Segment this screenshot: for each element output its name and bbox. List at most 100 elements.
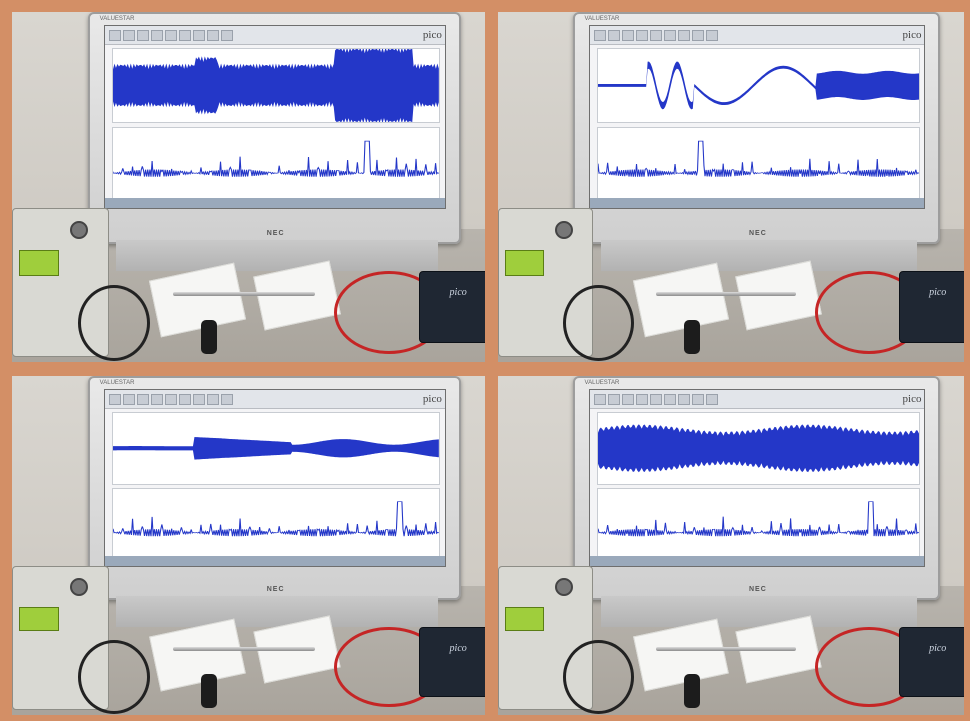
oscilloscope-logo: pico: [450, 643, 467, 654]
toolbar-button[interactable]: [678, 30, 690, 41]
spectrum-plot: [112, 127, 440, 202]
waveform-trace: [113, 413, 439, 484]
monitor-brand: NEC: [267, 230, 285, 237]
screen: pico: [104, 389, 445, 567]
toolbar-button[interactable]: [650, 30, 662, 41]
taskbar: [590, 198, 924, 208]
microphone-probe: [201, 320, 217, 354]
waveform-plot: [597, 48, 920, 123]
toolbar-button[interactable]: [678, 394, 690, 405]
monitor-stand: [601, 240, 918, 272]
screen: pico: [104, 25, 445, 209]
toolbar-button[interactable]: [622, 394, 634, 405]
toolbar-button[interactable]: [137, 394, 149, 405]
monitor-brand: NEC: [267, 586, 285, 593]
waveform-trace: [598, 49, 919, 122]
toolbar-button[interactable]: [636, 30, 648, 41]
monitor-model-label: VALUESTAR: [100, 380, 135, 386]
usb-oscilloscope: pico: [419, 271, 485, 343]
generator-knob: [555, 578, 573, 596]
toolbar-button[interactable]: [664, 30, 676, 41]
microphone-probe: [684, 674, 700, 708]
toolbar-button[interactable]: [594, 30, 606, 41]
spectrum-plot: [112, 488, 440, 561]
toolbar-button[interactable]: [207, 394, 219, 405]
toolbar-button[interactable]: [207, 30, 219, 41]
toolbar-button[interactable]: [636, 394, 648, 405]
software-logo: pico: [903, 393, 922, 405]
waveform-plot: [112, 412, 440, 485]
monitor: VALUESTAR pico NEC: [88, 12, 461, 244]
spectrum-trace: [598, 489, 919, 560]
software-logo: pico: [903, 29, 922, 41]
microphone-probe: [201, 674, 217, 708]
toolbar-button[interactable]: [193, 394, 205, 405]
toolbar-button[interactable]: [123, 30, 135, 41]
photo-bottom-right: VALUESTAR pico NEC: [498, 376, 964, 715]
toolbar-button[interactable]: [137, 30, 149, 41]
toolbar: pico: [590, 390, 924, 409]
toolbar-button[interactable]: [179, 394, 191, 405]
oscilloscope-logo: pico: [929, 643, 946, 654]
usb-oscilloscope: pico: [899, 627, 964, 697]
toolbar-button[interactable]: [109, 394, 121, 405]
screen: pico: [589, 389, 925, 567]
taskbar: [105, 198, 444, 208]
monitor-model-label: VALUESTAR: [585, 16, 620, 22]
microphone-probe: [684, 320, 700, 354]
toolbar-button[interactable]: [706, 394, 718, 405]
waveform-plot: [112, 48, 440, 123]
black-cable: [563, 285, 634, 361]
toolbar-button[interactable]: [650, 394, 662, 405]
toolbar-button[interactable]: [664, 394, 676, 405]
taskbar: [590, 556, 924, 566]
spectrum-trace: [598, 128, 919, 201]
metal-rod: [656, 647, 796, 651]
toolbar-button[interactable]: [151, 394, 163, 405]
toolbar-button[interactable]: [179, 30, 191, 41]
generator-display: [19, 250, 59, 276]
monitor: VALUESTAR pico NEC: [573, 376, 940, 600]
generator-knob: [555, 221, 573, 239]
spectrum-plot: [597, 127, 920, 202]
generator-display: [505, 607, 544, 632]
oscilloscope-logo: pico: [929, 287, 946, 298]
usb-oscilloscope: pico: [419, 627, 485, 697]
waveform-trace: [113, 49, 439, 122]
toolbar-button[interactable]: [692, 30, 704, 41]
toolbar-button[interactable]: [692, 394, 704, 405]
toolbar-button[interactable]: [608, 30, 620, 41]
photo-top-right: VALUESTAR pico NEC: [498, 12, 964, 362]
toolbar-button[interactable]: [221, 30, 233, 41]
toolbar-button[interactable]: [608, 394, 620, 405]
software-logo: pico: [423, 29, 442, 41]
toolbar-button[interactable]: [123, 394, 135, 405]
toolbar: pico: [590, 26, 924, 45]
generator-knob: [70, 221, 88, 239]
toolbar: pico: [105, 26, 444, 45]
metal-rod: [173, 647, 315, 651]
toolbar-button[interactable]: [151, 30, 163, 41]
toolbar-button[interactable]: [594, 394, 606, 405]
toolbar-button[interactable]: [706, 30, 718, 41]
spectrum-plot: [597, 488, 920, 561]
toolbar-button[interactable]: [109, 30, 121, 41]
toolbar-button[interactable]: [193, 30, 205, 41]
photo-top-left: VALUESTAR pico NEC: [12, 12, 485, 362]
oscilloscope-logo: pico: [450, 287, 467, 298]
generator-knob: [70, 578, 88, 596]
toolbar-button[interactable]: [622, 30, 634, 41]
usb-oscilloscope: pico: [899, 271, 964, 343]
monitor-brand: NEC: [749, 230, 767, 237]
toolbar-button[interactable]: [221, 394, 233, 405]
waveform-trace: [598, 413, 919, 484]
toolbar-button[interactable]: [165, 30, 177, 41]
toolbar-button[interactable]: [165, 394, 177, 405]
monitor-model-label: VALUESTAR: [585, 380, 620, 386]
taskbar: [105, 556, 444, 566]
software-logo: pico: [423, 393, 442, 405]
monitor-stand: [601, 596, 918, 627]
monitor: VALUESTAR pico NEC: [88, 376, 461, 600]
photo-bottom-left: VALUESTAR pico NEC: [12, 376, 485, 715]
monitor-brand: NEC: [749, 586, 767, 593]
